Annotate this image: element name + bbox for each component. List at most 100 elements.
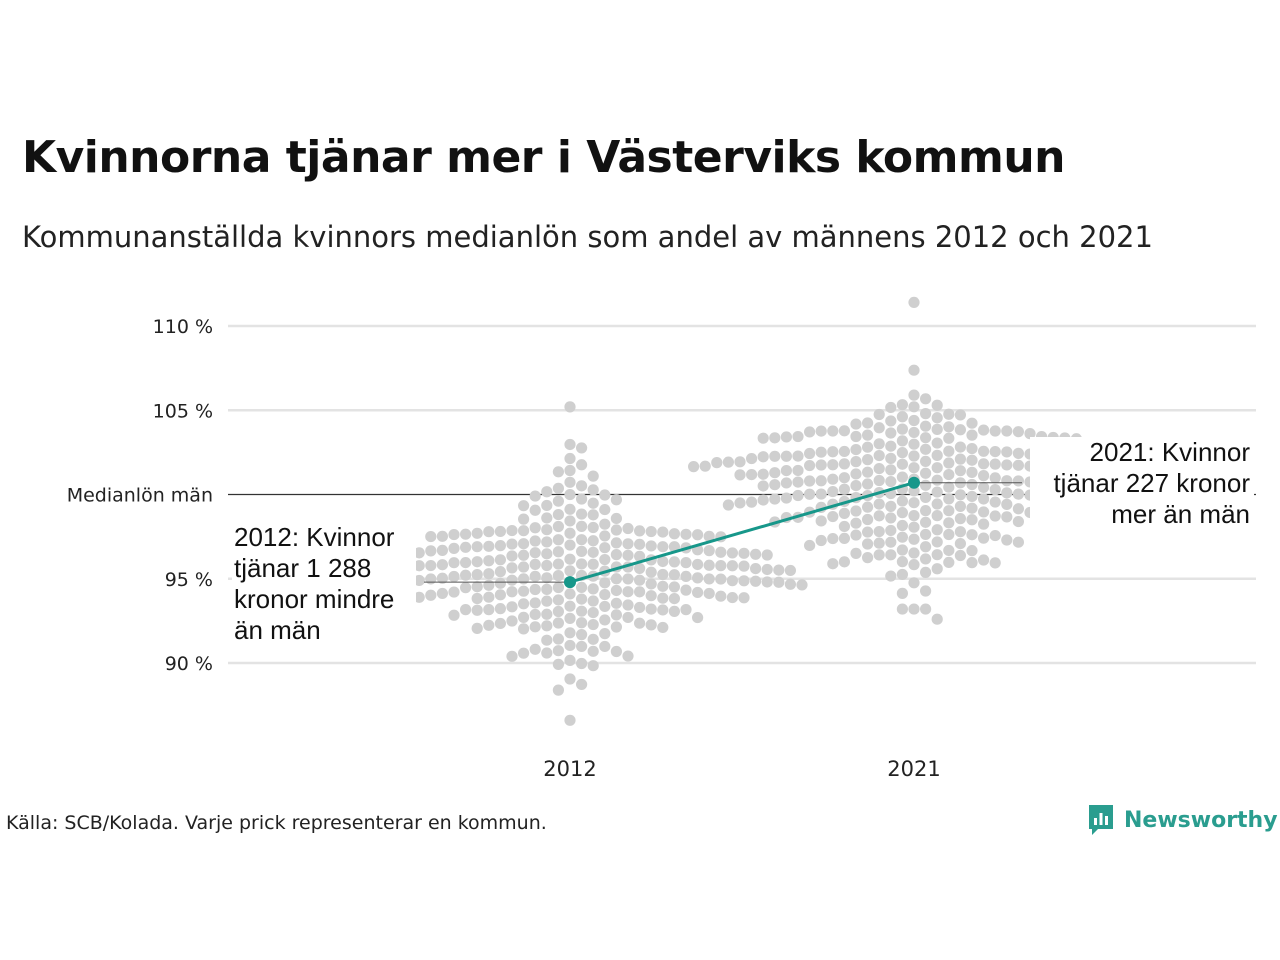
municipality-dot xyxy=(954,513,967,525)
municipality-dot xyxy=(873,422,885,434)
municipality-dot xyxy=(506,601,518,613)
municipality-dot xyxy=(978,506,990,518)
highlight-point-2012 xyxy=(564,576,576,589)
municipality-dot xyxy=(471,604,483,616)
municipality-dot xyxy=(815,534,827,547)
municipality-dot xyxy=(966,478,978,491)
municipality-dot xyxy=(460,528,472,540)
municipality-dot xyxy=(873,498,885,510)
municipality-dot xyxy=(954,424,967,436)
municipality-dot xyxy=(989,472,1001,484)
municipality-dot xyxy=(931,510,943,522)
municipality-dot xyxy=(506,574,518,586)
municipality-dot xyxy=(966,417,978,429)
municipality-dot xyxy=(943,544,955,557)
municipality-dot xyxy=(862,526,874,538)
municipality-dot xyxy=(885,440,897,452)
municipality-dot xyxy=(726,591,739,604)
municipality-dot xyxy=(966,442,978,455)
municipality-dot xyxy=(576,493,588,505)
municipality-dot xyxy=(576,558,588,570)
municipality-dot xyxy=(757,468,769,480)
municipality-dot xyxy=(943,505,955,517)
municipality-dot xyxy=(494,603,506,615)
municipality-dot xyxy=(541,559,553,572)
municipality-dot xyxy=(436,530,448,542)
municipality-dot xyxy=(908,401,920,413)
annotation-bg xyxy=(232,615,416,646)
annotation-line: 2012: Kvinnor xyxy=(234,522,395,552)
municipality-dot xyxy=(1001,487,1013,499)
municipality-dot xyxy=(599,614,611,626)
municipality-dot xyxy=(862,501,874,513)
municipality-dot xyxy=(738,560,750,572)
municipality-dot xyxy=(425,545,437,557)
municipality-dot xyxy=(1012,536,1024,548)
municipality-dot xyxy=(587,645,599,657)
municipality-dot xyxy=(769,450,781,462)
municipality-dot xyxy=(576,629,588,641)
highlight-series-line xyxy=(569,481,915,584)
municipality-dot xyxy=(920,553,932,565)
municipality-dot xyxy=(943,421,955,433)
municipality-dot xyxy=(494,617,506,630)
municipality-dot xyxy=(966,502,978,514)
municipality-dot xyxy=(908,414,920,427)
municipality-dot xyxy=(989,557,1001,569)
municipality-dot xyxy=(827,473,839,485)
municipality-dot xyxy=(715,546,727,558)
municipality-dot xyxy=(552,594,565,606)
municipality-dot xyxy=(838,483,851,495)
municipality-dot xyxy=(1012,503,1024,515)
municipality-dot xyxy=(541,536,553,548)
y-tick-label: 105 % xyxy=(153,400,213,422)
municipality-dot xyxy=(564,488,576,501)
municipality-dot xyxy=(838,507,851,519)
municipality-dot xyxy=(715,560,727,572)
municipality-dot xyxy=(576,520,588,532)
municipality-dot xyxy=(657,621,669,634)
municipality-dot xyxy=(885,536,897,548)
municipality-dot xyxy=(634,617,646,629)
municipality-dot xyxy=(978,470,990,482)
annotation-bg xyxy=(1030,499,1254,530)
municipality-dot xyxy=(471,622,483,634)
municipality-dot xyxy=(920,505,932,517)
municipality-dot xyxy=(827,459,839,471)
x-tick-label: 2012 xyxy=(543,757,596,781)
municipality-dot xyxy=(622,650,634,662)
municipality-dot xyxy=(885,401,897,414)
municipality-dot xyxy=(599,503,611,516)
municipality-dot xyxy=(722,499,735,511)
municipality-dot xyxy=(518,513,530,525)
annotation-line: kronor mindre xyxy=(234,584,394,614)
municipality-dot xyxy=(885,549,897,561)
municipality-dot xyxy=(920,541,932,553)
municipality-dot xyxy=(715,573,727,585)
municipality-dot xyxy=(657,568,669,581)
municipality-dot xyxy=(610,549,623,561)
municipality-dot xyxy=(576,593,588,605)
municipality-dot xyxy=(541,524,553,536)
municipality-dot xyxy=(529,558,541,570)
municipality-dot xyxy=(564,639,576,652)
municipality-dot xyxy=(862,513,874,526)
municipality-dot xyxy=(599,518,611,530)
municipality-dot xyxy=(908,577,920,589)
municipality-dot xyxy=(804,459,816,472)
municipality-dot xyxy=(610,537,623,549)
municipality-dot xyxy=(541,634,553,646)
municipality-dot xyxy=(541,572,553,584)
municipality-dot xyxy=(634,538,646,550)
municipality-dot xyxy=(943,481,955,493)
municipality-dot xyxy=(873,537,885,549)
municipality-dot xyxy=(978,554,990,566)
municipality-dot xyxy=(908,438,920,450)
municipality-dot xyxy=(850,456,862,468)
municipality-dot xyxy=(757,494,769,506)
municipality-dot xyxy=(920,393,932,405)
municipality-dot xyxy=(599,553,611,566)
municipality-dot xyxy=(576,480,588,492)
municipality-dot xyxy=(413,560,425,572)
